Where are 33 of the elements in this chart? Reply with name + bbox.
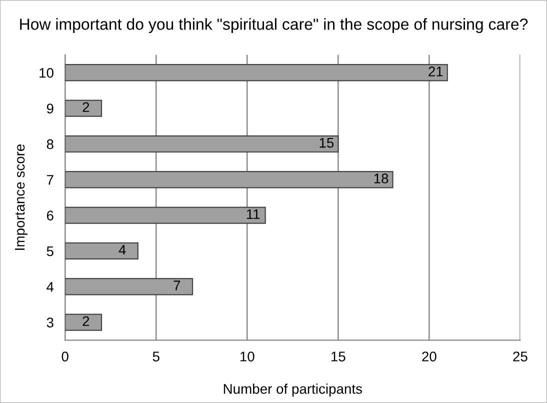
data-label: 15 (320, 138, 334, 148)
y-tick-label: 10 (40, 68, 54, 78)
chart-title: How important do you think "spiritual care" in the scope of nursing care? (20, 18, 528, 34)
bar (65, 206, 266, 224)
x-tick-label: 25 (513, 352, 528, 362)
x-tick-label: 5 (152, 352, 160, 362)
x-tick-label: 15 (331, 352, 346, 362)
y-axis-title: Importance score (14, 144, 28, 250)
y-tick-label: 4 (46, 282, 54, 292)
x-tick-label: 0 (62, 352, 68, 362)
data-label: 18 (374, 174, 388, 184)
bar (65, 100, 102, 117)
bar (65, 314, 102, 331)
data-label: 21 (428, 66, 443, 76)
bar (65, 278, 194, 296)
bar (65, 135, 339, 153)
bar (65, 171, 394, 188)
x-tick-label: 20 (422, 352, 436, 362)
data-label: 4 (118, 245, 126, 255)
bar (65, 242, 138, 260)
y-tick-label: 5 (46, 246, 54, 256)
bar (65, 64, 448, 82)
y-tick-label: 9 (46, 104, 54, 114)
x-tick-label: 10 (240, 352, 254, 362)
data-label: 2 (82, 316, 90, 326)
y-tick-label: 8 (46, 139, 54, 150)
data-label: 2 (82, 102, 90, 112)
y-tick-label: 3 (46, 318, 54, 328)
x-axis-title: Number of participants (224, 384, 362, 397)
y-tick-label: 7 (46, 175, 54, 185)
y-tick-label: 6 (46, 210, 54, 220)
data-label: 7 (174, 280, 180, 290)
data-label: 11 (246, 209, 260, 219)
